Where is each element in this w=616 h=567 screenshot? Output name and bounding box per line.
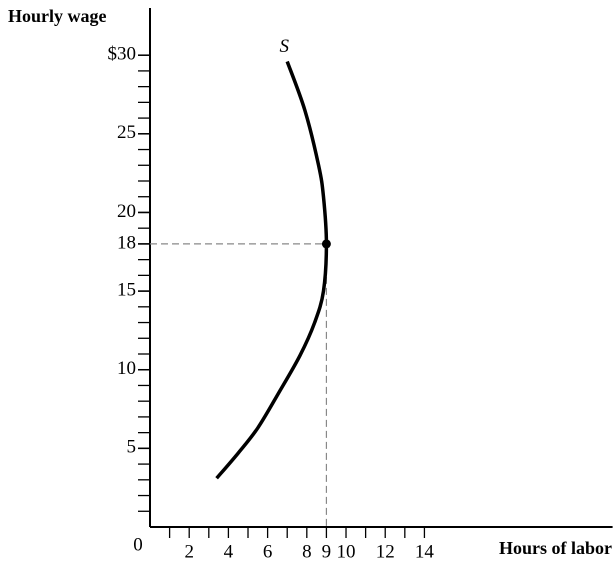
x-tick-label: 14 [415, 541, 435, 562]
curve-label: S [279, 36, 289, 57]
x-tick-label: 4 [224, 541, 234, 562]
y-tick-label: 10 [117, 358, 136, 379]
origin-label: 0 [133, 534, 143, 555]
y-tick-label: 20 [117, 201, 136, 222]
x-axis-label: Hours of labor [499, 538, 612, 558]
x-tick-label: 9 [322, 541, 332, 562]
y-tick-label: $30 [108, 44, 137, 65]
y-tick-label: 5 [127, 437, 137, 458]
y-tick-label: 15 [117, 279, 136, 300]
x-tick-label: 12 [376, 541, 395, 562]
x-tick-label: 6 [263, 541, 273, 562]
y-tick-label: 18 [117, 232, 136, 253]
point-marker [321, 239, 331, 249]
x-tick-label: 10 [337, 541, 356, 562]
x-tick-label: 2 [184, 541, 194, 562]
supply-curve [215, 60, 329, 480]
x-tick-label: 8 [302, 541, 312, 562]
y-tick-label: 25 [117, 122, 136, 143]
y-axis-label: Hourly wage [8, 6, 107, 26]
